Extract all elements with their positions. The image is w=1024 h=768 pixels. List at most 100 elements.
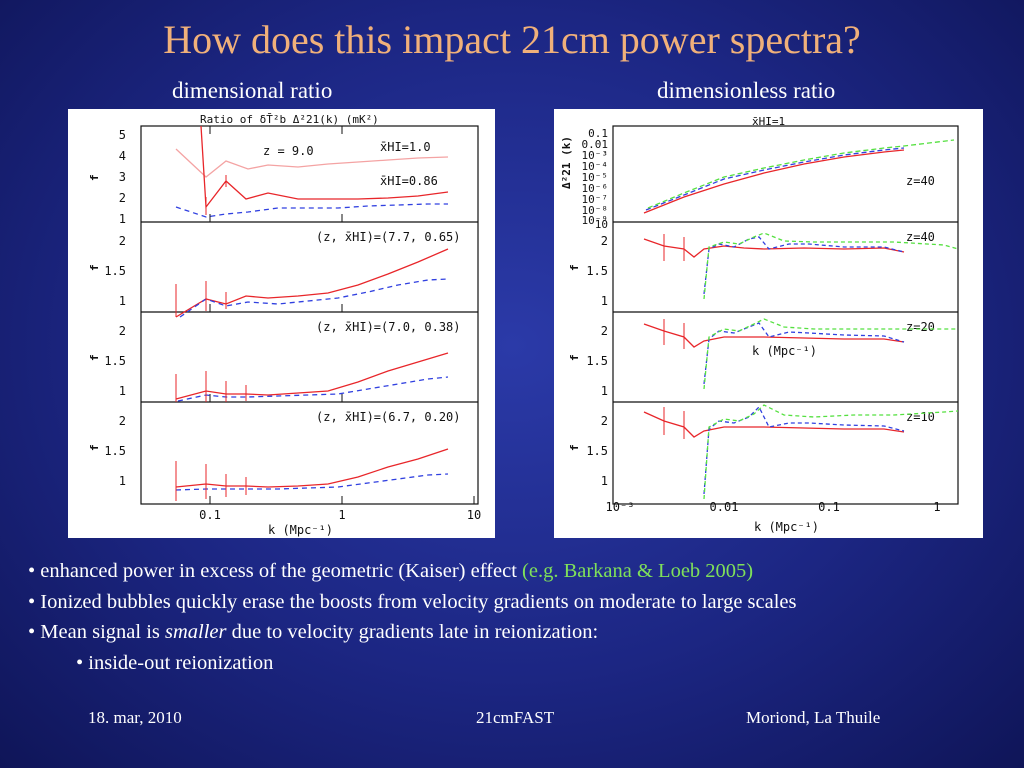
svg-text:1: 1: [119, 212, 126, 226]
svg-text:4: 4: [119, 149, 126, 163]
svg-text:f: f: [88, 354, 101, 361]
svg-text:10: 10: [595, 218, 608, 231]
left-p2-blue-curve: [179, 278, 449, 318]
svg-text:1: 1: [601, 384, 608, 398]
svg-text:10: 10: [467, 508, 481, 522]
left-plot-frame: [140, 125, 479, 505]
left-p3-blue-curve: [177, 376, 449, 402]
svg-text:3: 3: [119, 170, 126, 184]
right-y-labels: f f f: [568, 264, 581, 451]
slide-title: How does this impact 21cm power spectra?: [163, 17, 861, 62]
svg-text:1.5: 1.5: [586, 264, 608, 278]
footer-right: Moriond, La Thuile: [746, 708, 881, 727]
right-p3-red-curve: [643, 323, 905, 348]
svg-text:10⁻⁶: 10⁻⁶: [582, 182, 609, 195]
right-p4-red-curve: [643, 411, 905, 438]
right-p3-label: z=20: [906, 320, 935, 334]
footer-date: 18. mar, 2010: [88, 708, 182, 727]
right-p2-label: z=40: [906, 230, 935, 244]
svg-text:2: 2: [601, 234, 608, 248]
right-plot-frame: [612, 125, 959, 505]
citation: (e.g. Barkana & Loeb 2005): [522, 560, 754, 582]
right-top-y-ticks: 0.1 0.01 10⁻³ 10⁻⁴ 10⁻⁵ 10⁻⁶ 10⁻⁷ 10⁻⁸ 1…: [582, 127, 609, 231]
svg-text:f: f: [568, 264, 581, 271]
left-p1-red-curve: [200, 125, 449, 209]
svg-text:5: 5: [119, 128, 126, 142]
svg-text:2: 2: [119, 414, 126, 428]
svg-text:1: 1: [933, 500, 940, 514]
svg-text:1: 1: [601, 474, 608, 488]
right-p2-green-curve: [703, 232, 959, 300]
svg-text:1: 1: [601, 294, 608, 308]
svg-text:2: 2: [601, 414, 608, 428]
svg-text:1.5: 1.5: [586, 444, 608, 458]
right-p4-label: z=10: [906, 410, 935, 424]
right-x-tick-labels: 10⁻³ 0.01 0.1 1: [606, 500, 941, 514]
footer-center: 21cmFAST: [476, 708, 555, 727]
bullet-list: • enhanced power in excess of the geomet…: [28, 556, 1008, 678]
right-p1-label: z=40: [906, 174, 935, 188]
right-error-bars: [663, 234, 685, 439]
svg-text:2: 2: [119, 324, 126, 338]
svg-text:f: f: [568, 354, 581, 361]
svg-text:2: 2: [119, 234, 126, 248]
svg-text:1.5: 1.5: [104, 354, 126, 368]
left-p2-red-curve: [175, 248, 449, 318]
svg-text:1.5: 1.5: [104, 264, 126, 278]
left-p2-label: (z, x̄HI)=(7.7, 0.65): [316, 230, 461, 244]
svg-text:10⁻⁵: 10⁻⁵: [582, 171, 609, 184]
svg-text:0.1: 0.1: [818, 500, 840, 514]
left-error-bars: [175, 175, 247, 501]
left-figure: Ratio of δT̄²b Δ²21(k) (mK²) 1 2 3 4 5 1…: [68, 109, 495, 538]
svg-text:0.01: 0.01: [710, 500, 739, 514]
right-figure-svg: x̄HI=1 0.1 0.01 10⁻³ 10⁻⁴ 10⁻⁵ 10⁻⁶ 10⁻⁷…: [560, 115, 959, 534]
left-y-ticks: 1 1.5 2 1 1.5 2 1 1.5 2: [104, 234, 126, 488]
svg-text:1.5: 1.5: [586, 354, 608, 368]
left-p3-label: (z, x̄HI)=(7.0, 0.38): [316, 320, 461, 334]
svg-text:1: 1: [119, 294, 126, 308]
bullet-4: • inside-out reionization: [76, 651, 274, 674]
svg-text:10⁻⁸: 10⁻⁸: [582, 204, 609, 217]
left-x-tick-labels: 0.1 1 10: [199, 508, 481, 522]
right-p1-blue-curve: [645, 147, 905, 211]
left-figure-header: Ratio of δT̄²b Δ²21(k) (mK²): [200, 113, 379, 126]
right-p1-red-curve: [643, 149, 905, 214]
svg-text:f: f: [568, 444, 581, 451]
left-p3-red-curve: [175, 352, 449, 400]
left-p1-blue-curve: [175, 203, 448, 218]
left-p4-label: (z, x̄HI)=(6.7, 0.20): [316, 410, 461, 424]
right-p4-blue-curve: [703, 405, 905, 495]
right-p2-blue-curve: [703, 236, 905, 295]
bullet-3: • Mean signal is smaller due to velocity…: [28, 621, 599, 643]
svg-text:f: f: [88, 174, 101, 181]
svg-text:f: f: [88, 264, 101, 271]
bullet-2: • Ionized bubbles quickly erase the boos…: [28, 590, 797, 613]
svg-text:2: 2: [119, 191, 126, 205]
svg-text:0.1: 0.1: [199, 508, 221, 522]
right-p3-blue-curve: [703, 322, 905, 385]
right-p3-green-curve: [703, 318, 958, 390]
left-p1-xhi-a: x̄HI=1.0: [380, 140, 431, 154]
svg-text:1: 1: [119, 474, 126, 488]
left-p1-xhi-b: x̄HI=0.86: [380, 174, 438, 188]
left-figure-svg: Ratio of δT̄²b Δ²21(k) (mK²) 1 2 3 4 5 1…: [88, 113, 481, 537]
svg-text:1: 1: [338, 508, 345, 522]
right-heading: dimensionless ratio: [657, 78, 836, 103]
svg-text:0.01: 0.01: [582, 138, 609, 151]
right-inner-x-label: k (Mpc⁻¹): [752, 344, 817, 358]
right-top-y-label: Δ²21 (k): [560, 136, 573, 189]
left-top-y-ticks: 1 2 3 4 5: [119, 128, 126, 226]
right-x-label: k (Mpc⁻¹): [754, 520, 819, 534]
left-curves: [175, 125, 449, 491]
svg-text:2: 2: [601, 324, 608, 338]
right-figure: x̄HI=1 0.1 0.01 10⁻³ 10⁻⁴ 10⁻⁵ 10⁻⁶ 10⁻⁷…: [554, 109, 983, 538]
svg-text:10⁻³: 10⁻³: [582, 149, 609, 162]
svg-text:10⁻⁹: 10⁻⁹: [582, 214, 609, 227]
right-figure-header: x̄HI=1: [752, 115, 785, 128]
left-x-label: k (Mpc⁻¹): [268, 523, 333, 537]
left-x-ticks: [209, 126, 475, 504]
left-p4-red-curve: [175, 448, 449, 488]
svg-text:10⁻⁷: 10⁻⁷: [582, 193, 609, 206]
left-p1-pink-curve: [175, 148, 449, 178]
right-p1-green-curve: [647, 139, 955, 209]
